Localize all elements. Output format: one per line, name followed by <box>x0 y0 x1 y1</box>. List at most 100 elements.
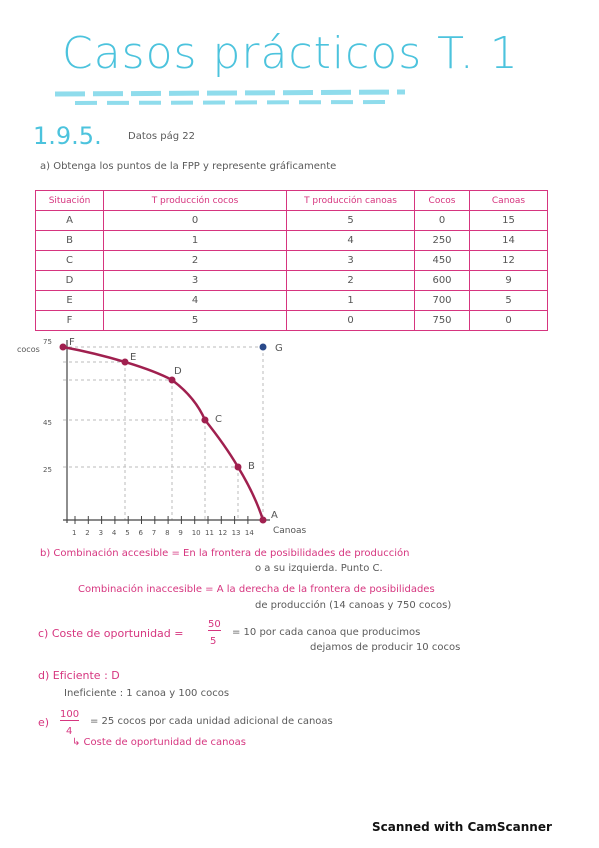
answer-c: c) Coste de oportunidad = <box>38 627 184 640</box>
point <box>168 376 176 384</box>
x-axis-label: Canoas <box>273 526 307 536</box>
grid <box>63 346 264 520</box>
x-tick-label: 6 <box>139 529 144 537</box>
answer-b1: b) Combinación accesible = En la fronter… <box>40 548 410 559</box>
table-cell: 1 <box>103 230 287 251</box>
point <box>121 358 129 366</box>
data-table: Situación T producción cocos T producción … <box>35 190 548 331</box>
y-tick-label: 75 <box>43 338 52 346</box>
table-cell: 14 <box>469 230 548 251</box>
table-body: A 0 5 0 15 B 1 4 250 14 C 2 3 450 12 D 3 2 600 9 E 4 1 700 5 F 5 0 7… <box>35 210 548 331</box>
table-cell: 5 <box>469 290 548 311</box>
point <box>201 416 209 424</box>
table-row: F 5 0 750 0 <box>35 310 548 331</box>
x-tick-label: 7 <box>152 529 156 537</box>
table-cell: 0 <box>414 210 470 231</box>
point-label: F <box>69 337 75 348</box>
column-header: Cocos <box>414 190 470 211</box>
table-cell: 250 <box>414 230 470 251</box>
table-cell: B <box>35 230 104 251</box>
table-cell: 0 <box>469 310 548 331</box>
x-tick-label: 11 <box>205 529 214 537</box>
column-header: Situación <box>35 190 104 211</box>
table-cell: 1 <box>286 290 415 311</box>
table-cell: 4 <box>286 230 415 251</box>
point <box>59 343 67 351</box>
x-tick-label: 3 <box>99 529 103 537</box>
table-cell: C <box>35 250 104 271</box>
x-tick-label: 9 <box>178 529 182 537</box>
table-cell: 5 <box>286 210 415 231</box>
point-label: G <box>275 343 283 354</box>
x-tick-label: 5 <box>125 529 129 537</box>
answer-e-cont: ↳ Coste de oportunidad de canoas <box>72 737 246 748</box>
table-cell: 9 <box>469 270 548 291</box>
table-cell: F <box>35 310 104 331</box>
table-cell: 600 <box>414 270 470 291</box>
underline <box>55 89 406 97</box>
table-cell: 2 <box>103 250 287 271</box>
table-row: D 3 2 600 9 <box>35 270 548 291</box>
x-tick-label: 12 <box>218 529 227 537</box>
fraction-num: 50 <box>208 619 221 631</box>
table-cell: 15 <box>469 210 548 231</box>
footer: Scanned with CamScanner <box>372 820 552 834</box>
section-number: 1.9.5. <box>33 122 102 150</box>
source: Datos pág 22 <box>128 131 195 142</box>
point-label: A <box>271 510 278 521</box>
table-cell: 700 <box>414 290 470 311</box>
x-tick-label: 13 <box>232 529 241 537</box>
table-cell: 3 <box>286 250 415 271</box>
table-cell: 0 <box>286 310 415 331</box>
fraction-den: 4 <box>66 726 73 737</box>
answer-b2: Combinación inaccesible = A la derecha d… <box>78 584 435 595</box>
table-cell: 750 <box>414 310 470 331</box>
x-tick-label: 1 <box>72 529 76 537</box>
y-axis-label: cocos <box>17 345 40 354</box>
table-cell: 2 <box>286 270 415 291</box>
x-tick-label: 10 <box>192 529 201 537</box>
fraction-den: 5 <box>210 636 217 647</box>
x-tick-label: 4 <box>112 529 117 537</box>
underline <box>74 100 386 105</box>
point-label: D <box>174 366 182 377</box>
point-label: E <box>130 352 136 363</box>
title: Casos prácticos T. 1 <box>62 28 519 79</box>
header-row: Situación T producción cocos T producción … <box>35 190 548 211</box>
table-row: C 2 3 450 12 <box>35 250 548 271</box>
answer-c-text: = 10 por cada canoa que producimos <box>232 627 421 638</box>
answer-b1-cont: o a su izquierda. Punto C. <box>255 563 383 574</box>
point <box>259 516 267 524</box>
column-header: T producción canoas <box>286 190 415 211</box>
x-tick-label: 2 <box>85 529 89 537</box>
question-a: a) Obtenga los puntos de la FPP y repres… <box>40 161 337 172</box>
y-tick-label: 45 <box>43 419 52 427</box>
table-row: B 1 4 250 14 <box>35 230 548 251</box>
x-tick-label: 8 <box>165 529 169 537</box>
point-label: B <box>248 461 255 472</box>
point-label: C <box>215 414 222 425</box>
table-row: A 0 5 0 15 <box>35 210 548 231</box>
table-cell: 450 <box>414 250 470 271</box>
column-header: T producción cocos <box>103 190 287 211</box>
fraction-num: 100 <box>60 709 80 721</box>
title-underline <box>55 89 406 105</box>
column-header: Canoas <box>469 190 548 211</box>
answer-d2: Ineficiente : 1 canoa y 100 cocos <box>64 688 230 699</box>
table-row: E 4 1 700 5 <box>35 290 548 311</box>
answer-b2-cont: de producción (14 canoas y 750 cocos) <box>255 600 452 611</box>
answer-e: e) <box>38 716 50 729</box>
table-cell: 0 <box>103 210 287 231</box>
table-cell: 4 <box>103 290 287 311</box>
answer-d1: d) Eficiente : D <box>38 669 120 682</box>
table-cell: 5 <box>103 310 287 331</box>
point <box>259 343 267 351</box>
table-cell: D <box>35 270 104 291</box>
point <box>234 463 242 471</box>
table-cell: A <box>35 210 104 231</box>
answer-e-text: = 25 cocos por cada unidad adicional de … <box>90 716 333 727</box>
table-cell: E <box>35 290 104 311</box>
